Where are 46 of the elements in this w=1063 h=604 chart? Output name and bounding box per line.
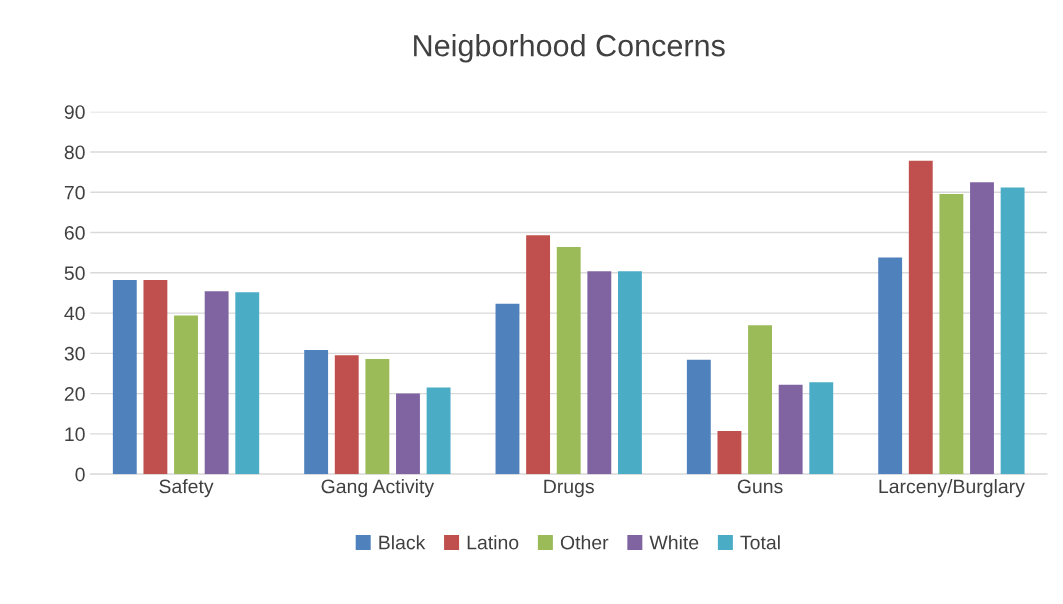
bar (809, 382, 834, 475)
bar (908, 160, 933, 475)
bar (878, 257, 903, 475)
bar (587, 271, 612, 475)
y-tick-label: 90 (64, 105, 85, 119)
x-tick-label: Guns (737, 479, 783, 494)
y-tick-label: 30 (64, 346, 85, 361)
bar (204, 291, 229, 475)
legend-label: Other (560, 535, 609, 550)
legend-label: Black (379, 535, 426, 550)
y-tick-label: 70 (64, 185, 85, 200)
bar (304, 350, 329, 475)
bar (426, 387, 451, 475)
bar (939, 193, 964, 475)
bar (970, 182, 994, 475)
bar (396, 393, 420, 475)
bar (235, 292, 260, 475)
bar (495, 303, 520, 475)
bar (334, 355, 359, 475)
x-tick-label: Safety (159, 479, 214, 498)
y-tick-label: 80 (64, 145, 85, 160)
chart-title: Neigborhood Concerns (414, 34, 725, 63)
bar (1000, 187, 1025, 475)
y-tick-label: 40 (64, 306, 85, 321)
bar (717, 431, 742, 475)
bar (748, 325, 772, 475)
x-tick-label: Drugs (544, 479, 594, 498)
bar (174, 315, 198, 475)
y-tick-label: 20 (64, 387, 85, 401)
y-tick-label: 50 (64, 266, 85, 281)
legend-label: Total (740, 535, 780, 550)
y-tick-label: 60 (64, 226, 85, 240)
legend-label: Latino (467, 535, 519, 550)
bar (556, 247, 581, 475)
legend-label: White (649, 535, 699, 550)
x-tick-label: Larceny/Burglary (879, 479, 1025, 498)
bar (143, 280, 168, 475)
bar (617, 271, 642, 475)
x-tick-label: Gang Activity (321, 479, 435, 498)
bar (526, 235, 551, 475)
bar (112, 280, 137, 475)
bar (778, 384, 803, 475)
bar (686, 359, 711, 475)
y-tick-label: 0 (75, 467, 85, 482)
y-tick-label: 10 (65, 427, 85, 442)
bar (365, 358, 390, 475)
